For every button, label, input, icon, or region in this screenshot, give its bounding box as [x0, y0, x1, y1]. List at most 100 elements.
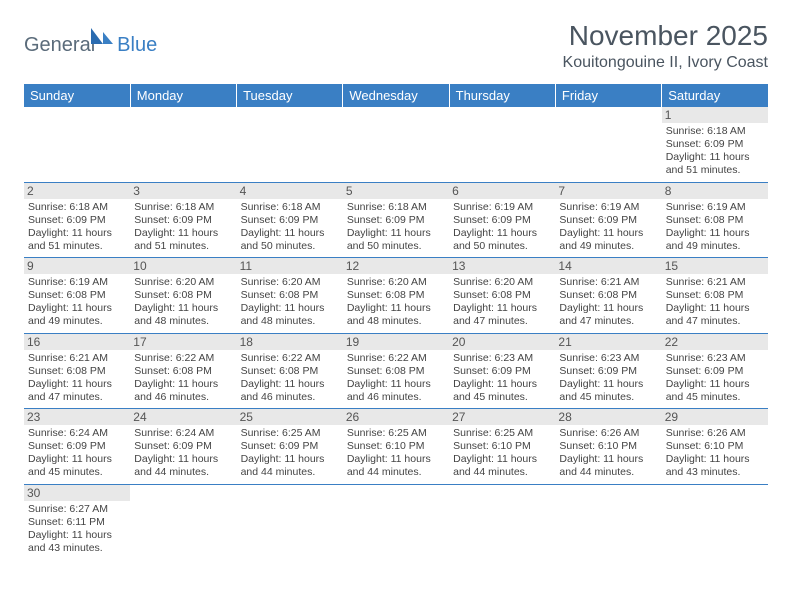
- location: Kouitongouine II, Ivory Coast: [563, 54, 768, 72]
- daylight-line: Daylight: 11 hours and 43 minutes.: [666, 453, 764, 479]
- calendar-day-cell: [237, 484, 343, 559]
- sunset-line: Sunset: 6:09 PM: [559, 214, 657, 227]
- sunrise-line: Sunrise: 6:20 AM: [134, 276, 232, 289]
- day-number: 20: [449, 334, 555, 350]
- sunset-line: Sunset: 6:08 PM: [241, 289, 339, 302]
- sunset-line: Sunset: 6:09 PM: [28, 440, 126, 453]
- daylight-line: Daylight: 11 hours and 47 minutes.: [453, 302, 551, 328]
- calendar-week-row: 9Sunrise: 6:19 AMSunset: 6:08 PMDaylight…: [24, 258, 768, 334]
- day-number: 4: [237, 183, 343, 199]
- calendar-day-cell: 20 Sunrise: 6:23 AMSunset: 6:09 PMDayligh…: [449, 333, 555, 409]
- calendar-day-cell: 26Sunrise: 6:25 AMSunset: 6:10 PMDayligh…: [343, 409, 449, 485]
- day-info: Sunrise: 6:26 AMSunset: 6:10 PMDaylight:…: [559, 427, 657, 480]
- daylight-line: Daylight: 11 hours and 45 minutes.: [559, 378, 657, 404]
- daylight-line: Daylight: 11 hours and 47 minutes.: [28, 378, 126, 404]
- calendar-day-cell: 12Sunrise: 6:20 AMSunset: 6:08 PMDayligh…: [343, 258, 449, 334]
- sunset-line: Sunset: 6:08 PM: [666, 289, 764, 302]
- day-number: 28: [555, 409, 661, 425]
- day-info: Sunrise: 6:21 AMSunset: 6:08 PMDaylight:…: [28, 352, 126, 405]
- day-number: 23: [24, 409, 130, 425]
- sunset-line: Sunset: 6:08 PM: [666, 214, 764, 227]
- sunset-line: Sunset: 6:09 PM: [241, 440, 339, 453]
- sunrise-line: Sunrise: 6:19 AM: [559, 201, 657, 214]
- sunset-line: Sunset: 6:09 PM: [559, 365, 657, 378]
- calendar-day-cell: [343, 484, 449, 559]
- sunrise-line: Sunrise: 6:25 AM: [347, 427, 445, 440]
- calendar-day-cell: [555, 484, 661, 559]
- weekday-header: Wednesday: [343, 84, 449, 107]
- logo-sail-icon: [89, 26, 115, 51]
- sunrise-line: Sunrise: 6:22 AM: [134, 352, 232, 365]
- day-info: Sunrise: 6:19 AMSunset: 6:09 PMDaylight:…: [453, 201, 551, 254]
- daylight-line: Daylight: 11 hours and 49 minutes.: [559, 227, 657, 253]
- title-block: November 2025 Kouitongouine II, Ivory Co…: [563, 20, 768, 72]
- logo: General Blue: [24, 26, 157, 65]
- day-info: Sunrise: 6:26 AMSunset: 6:10 PMDaylight:…: [666, 427, 764, 480]
- sunset-line: Sunset: 6:10 PM: [559, 440, 657, 453]
- calendar-week-row: 23Sunrise: 6:24 AMSunset: 6:09 PMDayligh…: [24, 409, 768, 485]
- sunset-line: Sunset: 6:09 PM: [134, 440, 232, 453]
- day-number: 16: [24, 334, 130, 350]
- sunrise-line: Sunrise: 6:21 AM: [559, 276, 657, 289]
- daylight-line: Daylight: 11 hours and 51 minutes.: [666, 151, 764, 177]
- day-number: 27: [449, 409, 555, 425]
- sunrise-line: Sunrise: 6:24 AM: [134, 427, 232, 440]
- day-number: 25: [237, 409, 343, 425]
- day-number: 21: [555, 334, 661, 350]
- day-info: Sunrise: 6:19 AMSunset: 6:08 PMDaylight:…: [666, 201, 764, 254]
- calendar-day-cell: 21Sunrise: 6:23 AMSunset: 6:09 PMDayligh…: [555, 333, 661, 409]
- sunset-line: Sunset: 6:08 PM: [453, 289, 551, 302]
- calendar-day-cell: 10Sunrise: 6:20 AMSunset: 6:08 PMDayligh…: [130, 258, 236, 334]
- day-number: 7: [555, 183, 661, 199]
- day-number: 2: [24, 183, 130, 199]
- daylight-line: Daylight: 11 hours and 51 minutes.: [28, 227, 126, 253]
- logo-text-general: General: [24, 34, 95, 57]
- header: General Blue November 2025 Kouitongouine…: [24, 20, 768, 72]
- daylight-line: Daylight: 11 hours and 48 minutes.: [347, 302, 445, 328]
- weekday-header: Tuesday: [237, 84, 343, 107]
- sunset-line: Sunset: 6:10 PM: [347, 440, 445, 453]
- calendar-day-cell: 13Sunrise: 6:20 AMSunset: 6:08 PMDayligh…: [449, 258, 555, 334]
- calendar-day-cell: 18Sunrise: 6:22 AMSunset: 6:08 PMDayligh…: [237, 333, 343, 409]
- calendar-day-cell: 3Sunrise: 6:18 AMSunset: 6:09 PMDaylight…: [130, 182, 236, 258]
- day-info: Sunrise: 6:21 AMSunset: 6:08 PMDaylight:…: [666, 276, 764, 329]
- sunset-line: Sunset: 6:09 PM: [134, 214, 232, 227]
- sunrise-line: Sunrise: 6:27 AM: [28, 503, 126, 516]
- sunset-line: Sunset: 6:09 PM: [453, 365, 551, 378]
- day-info: Sunrise: 6:23 AMSunset: 6:09 PMDaylight:…: [453, 352, 551, 405]
- calendar-day-cell: [24, 107, 130, 182]
- sunrise-line: Sunrise: 6:20 AM: [347, 276, 445, 289]
- sunset-line: Sunset: 6:10 PM: [453, 440, 551, 453]
- sunrise-line: Sunrise: 6:26 AM: [559, 427, 657, 440]
- daylight-line: Daylight: 11 hours and 46 minutes.: [134, 378, 232, 404]
- sunset-line: Sunset: 6:09 PM: [453, 214, 551, 227]
- calendar-day-cell: 29Sunrise: 6:26 AMSunset: 6:10 PMDayligh…: [662, 409, 768, 485]
- sunrise-line: Sunrise: 6:23 AM: [453, 352, 551, 365]
- day-info: Sunrise: 6:24 AMSunset: 6:09 PMDaylight:…: [134, 427, 232, 480]
- sunrise-line: Sunrise: 6:26 AM: [666, 427, 764, 440]
- calendar-day-cell: 9Sunrise: 6:19 AMSunset: 6:08 PMDaylight…: [24, 258, 130, 334]
- day-number: 3: [130, 183, 236, 199]
- daylight-line: Daylight: 11 hours and 48 minutes.: [241, 302, 339, 328]
- day-info: Sunrise: 6:20 AMSunset: 6:08 PMDaylight:…: [134, 276, 232, 329]
- daylight-line: Daylight: 11 hours and 44 minutes.: [559, 453, 657, 479]
- daylight-line: Daylight: 11 hours and 45 minutes.: [666, 378, 764, 404]
- sunset-line: Sunset: 6:08 PM: [559, 289, 657, 302]
- sunrise-line: Sunrise: 6:19 AM: [666, 201, 764, 214]
- day-number: 13: [449, 258, 555, 274]
- sunset-line: Sunset: 6:09 PM: [666, 138, 764, 151]
- day-number: 30: [24, 485, 130, 501]
- calendar-day-cell: 19Sunrise: 6:22 AMSunset: 6:08 PMDayligh…: [343, 333, 449, 409]
- sunset-line: Sunset: 6:08 PM: [347, 365, 445, 378]
- sunset-line: Sunset: 6:10 PM: [666, 440, 764, 453]
- sunset-line: Sunset: 6:09 PM: [347, 214, 445, 227]
- sunrise-line: Sunrise: 6:21 AM: [666, 276, 764, 289]
- day-number: 17: [130, 334, 236, 350]
- sunset-line: Sunset: 6:11 PM: [28, 516, 126, 529]
- calendar-day-cell: 15Sunrise: 6:21 AMSunset: 6:08 PMDayligh…: [662, 258, 768, 334]
- sunset-line: Sunset: 6:09 PM: [241, 214, 339, 227]
- daylight-line: Daylight: 11 hours and 44 minutes.: [347, 453, 445, 479]
- calendar-day-cell: [555, 107, 661, 182]
- sunset-line: Sunset: 6:08 PM: [347, 289, 445, 302]
- weekday-header: Monday: [130, 84, 236, 107]
